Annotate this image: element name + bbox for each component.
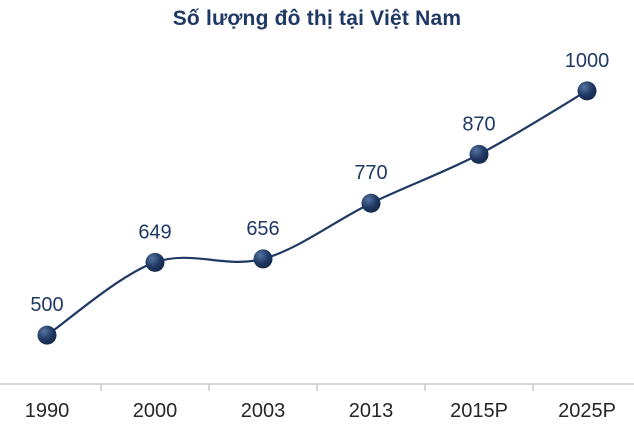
data-point-2003 bbox=[253, 249, 273, 269]
data-label-1990: 500 bbox=[30, 294, 63, 316]
x-axis-label-2000: 2000 bbox=[133, 400, 178, 422]
series-line bbox=[46, 89, 588, 337]
data-label-2025P: 1000 bbox=[565, 50, 610, 72]
data-point-2000 bbox=[145, 252, 165, 272]
x-axis-label-2015P: 2015P bbox=[450, 400, 508, 422]
x-axis-label-2013: 2013 bbox=[349, 400, 394, 422]
x-axis-label-1990: 1990 bbox=[25, 400, 70, 422]
data-label-2003: 656 bbox=[246, 218, 279, 240]
data-point-2015P bbox=[469, 144, 489, 164]
x-axis-label-2025P: 2025P bbox=[558, 400, 616, 422]
x-axis-label-2003: 2003 bbox=[241, 400, 286, 422]
data-point-1990 bbox=[37, 325, 57, 345]
data-label-2000: 649 bbox=[138, 221, 171, 243]
chart-title: Số lượng đô thị tại Việt Nam bbox=[172, 7, 462, 30]
data-point-2013 bbox=[361, 193, 381, 213]
data-label-2015P: 870 bbox=[462, 113, 495, 135]
data-point-2025P bbox=[577, 81, 597, 101]
data-label-2013: 770 bbox=[354, 162, 387, 184]
